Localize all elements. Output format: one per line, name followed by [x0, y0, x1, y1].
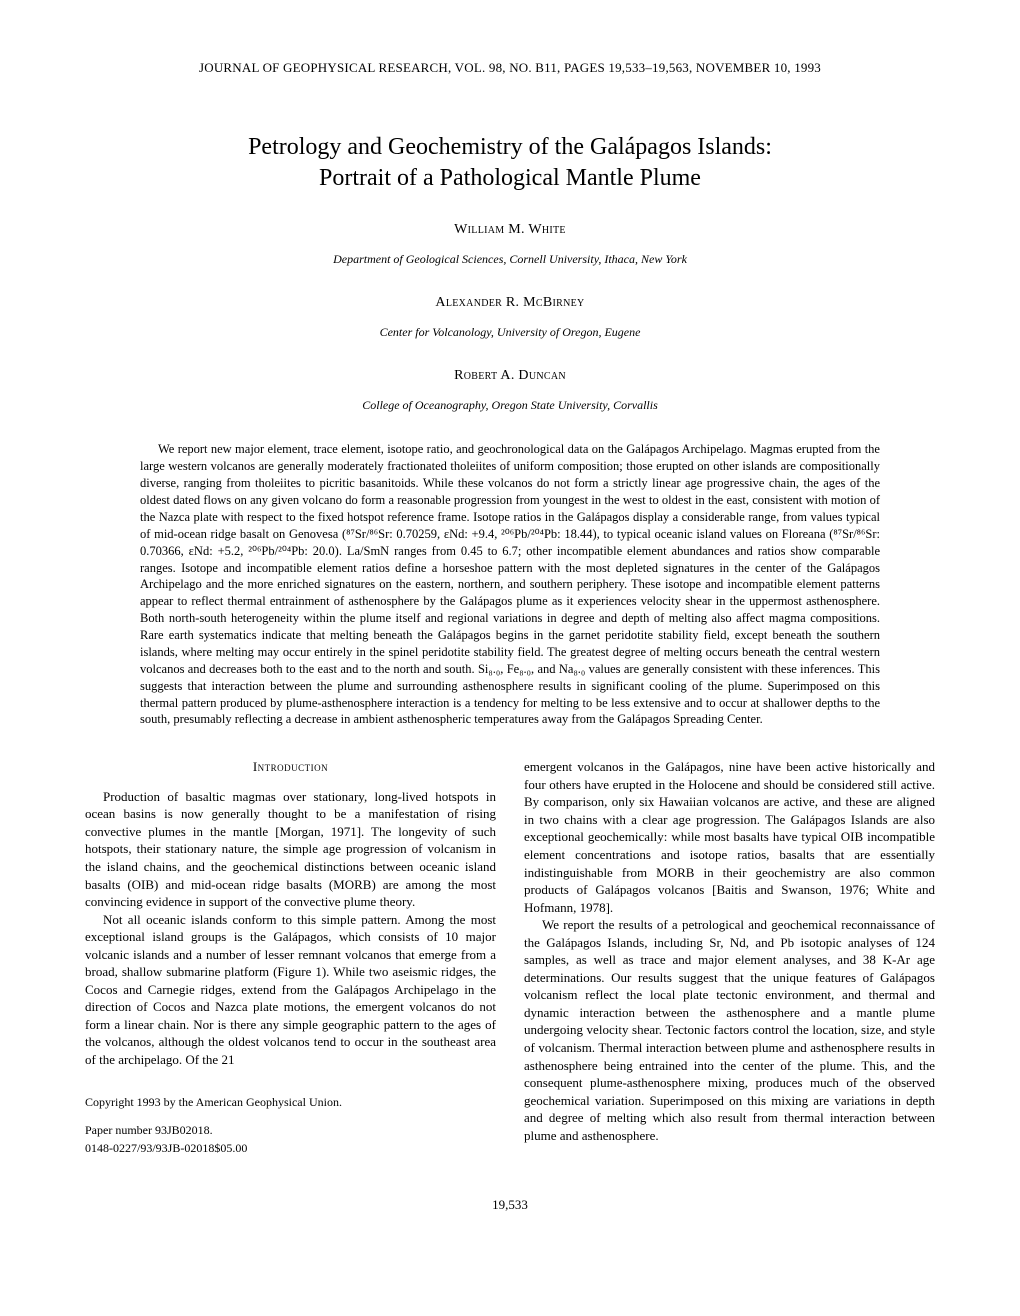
page-number: 19,533 — [85, 1197, 935, 1213]
body-paragraph: emergent volcanos in the Galápagos, nine… — [524, 758, 935, 916]
paper-number-text: Paper number 93JB02018. — [85, 1123, 213, 1137]
author-name-3: Robert A. Duncan — [85, 368, 935, 384]
right-column: emergent volcanos in the Galápagos, nine… — [524, 758, 935, 1166]
section-heading-introduction: Introduction — [85, 758, 496, 776]
paper-number-line: Paper number 93JB02018. 0148-0227/93/93J… — [85, 1121, 496, 1157]
body-paragraph: Production of basaltic magmas over stati… — [85, 788, 496, 911]
author-name-2: Alexander R. McBirney — [85, 295, 935, 311]
body-paragraph: Not all oceanic islands conform to this … — [85, 911, 496, 1069]
body-columns: Introduction Production of basaltic magm… — [85, 758, 935, 1166]
journal-header: JOURNAL OF GEOPHYSICAL RESEARCH, VOL. 98… — [85, 60, 935, 76]
copyright-line: Copyright 1993 by the American Geophysic… — [85, 1093, 496, 1111]
paper-title-line2: Portrait of a Pathological Mantle Plume — [85, 165, 935, 192]
paper-title-line1: Petrology and Geochemistry of the Galápa… — [85, 131, 935, 163]
doi-price-text: 0148-0227/93/93JB-02018$05.00 — [85, 1141, 247, 1155]
copyright-block: Copyright 1993 by the American Geophysic… — [85, 1093, 496, 1157]
author-affiliation-1: Department of Geological Sciences, Corne… — [85, 252, 935, 267]
abstract-text: We report new major element, trace eleme… — [140, 441, 880, 728]
left-column: Introduction Production of basaltic magm… — [85, 758, 496, 1166]
author-affiliation-2: Center for Volcanology, University of Or… — [85, 325, 935, 340]
body-paragraph: We report the results of a petrological … — [524, 916, 935, 1144]
author-name-1: William M. White — [85, 222, 935, 238]
author-affiliation-3: College of Oceanography, Oregon State Un… — [85, 398, 935, 413]
